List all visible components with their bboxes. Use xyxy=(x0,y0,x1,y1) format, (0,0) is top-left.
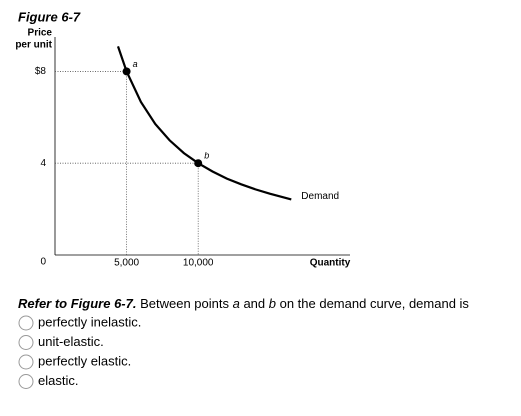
demand-curve xyxy=(116,46,292,201)
option-label[interactable]: perfectly elastic. xyxy=(38,353,131,368)
x-tick-label: 5,000 xyxy=(114,258,139,269)
point xyxy=(194,159,203,168)
point xyxy=(122,67,131,76)
option-label[interactable]: elastic. xyxy=(38,373,78,388)
radio-button[interactable] xyxy=(18,354,34,370)
point-label: b xyxy=(204,151,209,161)
question-text: and xyxy=(240,296,269,311)
legend-label: Demand xyxy=(301,191,339,202)
question-text: b xyxy=(269,296,276,311)
radio-button[interactable] xyxy=(18,315,34,331)
y-tick-label: $8 xyxy=(35,66,47,77)
question-text: on the demand curve, demand is xyxy=(276,296,469,311)
y-tick-label: 4 xyxy=(40,158,46,169)
figure-label: Figure 6-7 xyxy=(18,9,81,24)
y-tick-label: 0 xyxy=(40,257,46,268)
radio-button[interactable] xyxy=(18,374,34,389)
option-label[interactable]: unit-elastic. xyxy=(38,334,104,349)
y-axis-label: per unit xyxy=(15,40,52,51)
question-text: Between points xyxy=(136,296,232,311)
x-axis-label: Quantity xyxy=(310,258,351,269)
x-tick-label: 10,000 xyxy=(183,258,214,269)
question: Refer to Figure 6-7. Between points a an… xyxy=(18,296,469,311)
question-text: a xyxy=(233,296,240,311)
y-axis-label: Price xyxy=(28,28,53,39)
option-label[interactable]: perfectly inelastic. xyxy=(38,314,141,329)
question-ref: Refer to Figure 6-7. xyxy=(18,296,136,311)
point-label: a xyxy=(133,59,138,69)
radio-button[interactable] xyxy=(18,335,34,350)
